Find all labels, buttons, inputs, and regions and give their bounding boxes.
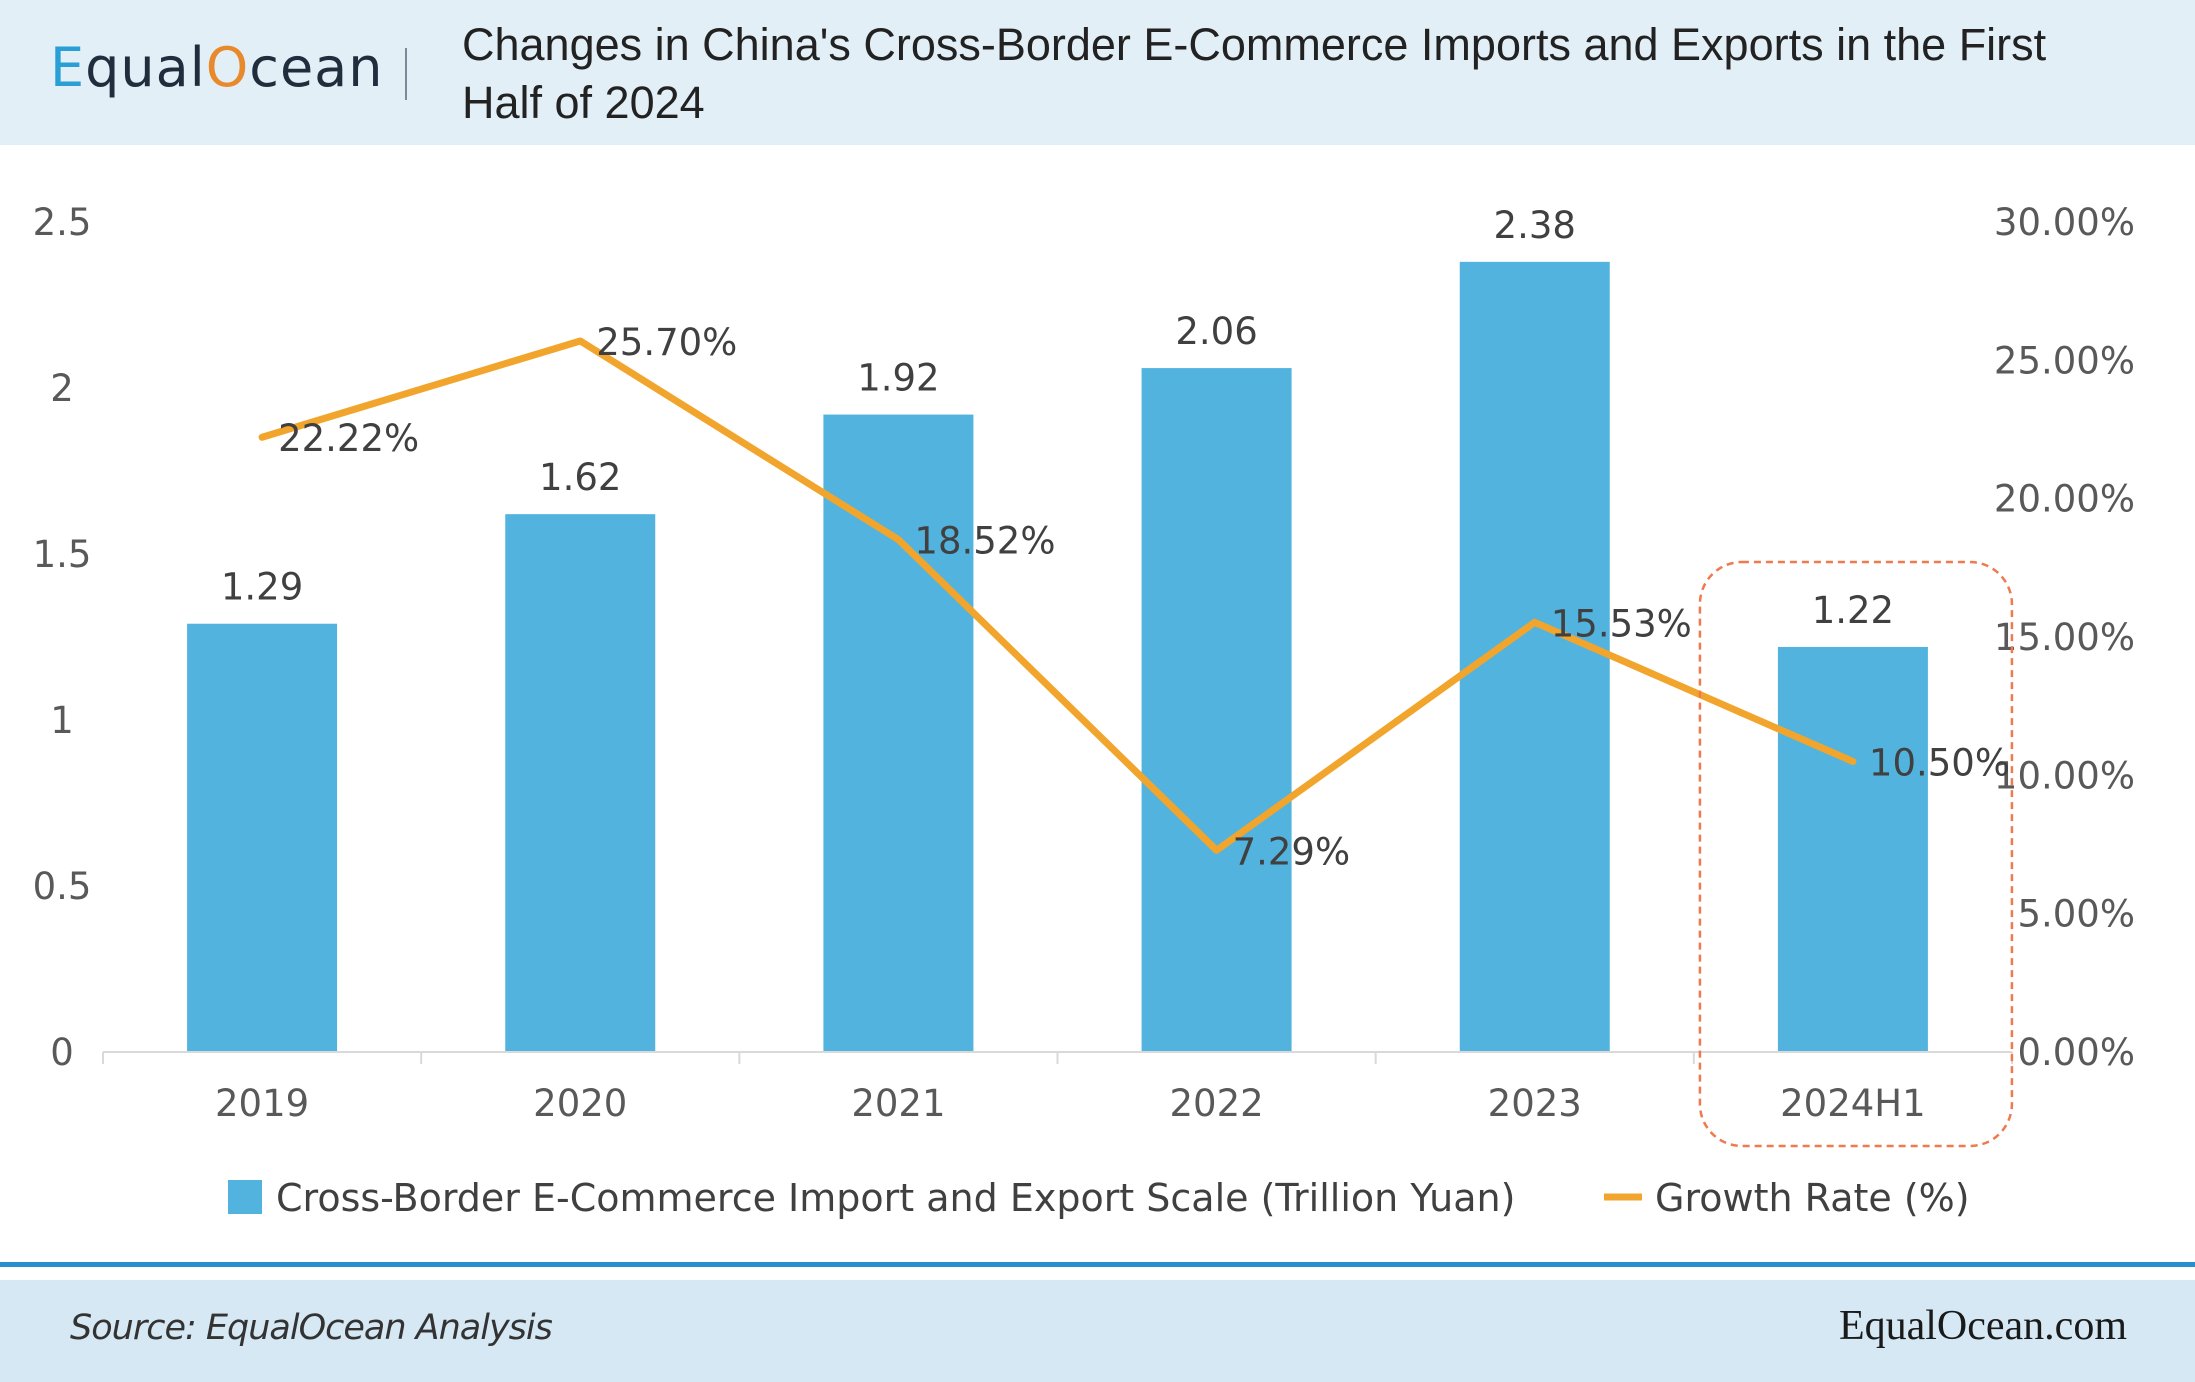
header-divider — [405, 48, 407, 100]
right-tick-label: 10.00% — [1994, 754, 2135, 797]
right-axis-ticks: 0.00% 5.00% 10.00% 15.00% 20.00% 25.00% 30.00% — [1994, 201, 2135, 1074]
header-banner: EqualOcean Changes in China's Cross-Bord… — [0, 0, 2195, 145]
line-data-labels: 22.22% 25.70% 18.52% 7.29% 15.53% 10.50% — [278, 321, 2010, 873]
left-tick-label: 1 — [50, 699, 74, 742]
site-link[interactable]: EqualOcean.com — [1838, 1303, 2127, 1349]
bar — [1777, 646, 1928, 1052]
logo-letter-o: O — [205, 36, 250, 99]
highlight-2024h1-box — [1698, 560, 2014, 1148]
line-value-label: 22.22% — [278, 417, 419, 460]
x-tick-label: 2019 — [215, 1082, 309, 1125]
right-tick-label: 15.00% — [1994, 616, 2135, 659]
source-note: Source: EqualOcean Analysis — [70, 1308, 553, 1348]
x-axis: 2019 2020 2021 2022 2023 2024H1 — [102, 1051, 2013, 1125]
combo-chart: 0 0.5 1 1.5 2 2.5 0.00% 5.00% 10.00% 15.00% 20.00… — [33, 201, 2135, 1220]
equalocean-logo: EqualOcean — [50, 38, 383, 98]
highlight-box — [1698, 560, 2014, 1148]
logo-letter-e: E — [50, 36, 86, 99]
bar-value-label: 2.38 — [1494, 204, 1576, 247]
x-tick-label: 2022 — [1169, 1082, 1263, 1125]
bar — [505, 514, 656, 1052]
right-tick-label: 5.00% — [2017, 893, 2135, 936]
footer-rule — [0, 1262, 2195, 1267]
bar-series — [187, 261, 1928, 1053]
footer-banner: Source: EqualOcean Analysis EqualOcean.c… — [0, 1280, 2195, 1382]
bar — [823, 414, 974, 1052]
line-value-label: 15.53% — [1551, 602, 1692, 645]
right-tick-label: 25.00% — [1994, 339, 2135, 382]
right-tick-label: 30.00% — [1994, 201, 2135, 244]
x-tick-label: 2021 — [851, 1082, 945, 1125]
bar-value-label: 1.62 — [539, 456, 621, 499]
line-value-label: 10.50% — [1869, 742, 2010, 785]
left-tick-label: 2 — [50, 367, 74, 410]
bar-data-labels: 1.29 1.62 1.92 2.06 2.38 1.22 — [221, 204, 1894, 632]
logo-text-cean: cean — [249, 36, 384, 99]
legend-bar-label: Cross-Border E-Commerce Import and Expor… — [276, 1176, 1515, 1220]
line-value-label: 18.52% — [914, 520, 1055, 563]
right-tick-label: 20.00% — [1994, 478, 2135, 521]
x-tick-label: 2023 — [1488, 1082, 1582, 1125]
bar-value-label: 2.06 — [1175, 310, 1257, 353]
left-tick-label: 1.5 — [33, 533, 92, 576]
line-value-label: 7.29% — [1233, 830, 1351, 873]
left-tick-label: 0 — [50, 1031, 74, 1074]
chart-title: Changes in China's Cross-Border E-Commer… — [462, 19, 2047, 128]
logo-text-qual: qual — [85, 36, 206, 99]
x-tick-label: 2020 — [533, 1082, 627, 1125]
legend-line-label: Growth Rate (%) — [1655, 1176, 1970, 1220]
bar-value-label: 1.22 — [1812, 589, 1894, 632]
right-tick-label: 0.00% — [2017, 1031, 2135, 1074]
x-tick-label: 2024H1 — [1780, 1082, 1926, 1125]
left-axis-ticks: 0 0.5 1 1.5 2 2.5 — [33, 201, 92, 1074]
legend-bar-swatch — [228, 1180, 262, 1214]
bar-value-label: 1.92 — [857, 357, 939, 400]
growth-rate-line — [258, 337, 1857, 854]
line-value-label: 25.70% — [596, 321, 737, 364]
bar — [187, 623, 338, 1052]
left-tick-label: 0.5 — [33, 865, 92, 908]
bar-value-label: 1.29 — [221, 566, 303, 609]
bar — [1141, 368, 1292, 1053]
line-series — [258, 337, 1857, 854]
legend: Cross-Border E-Commerce Import and Expor… — [228, 1176, 1970, 1220]
left-tick-label: 2.5 — [33, 201, 92, 244]
